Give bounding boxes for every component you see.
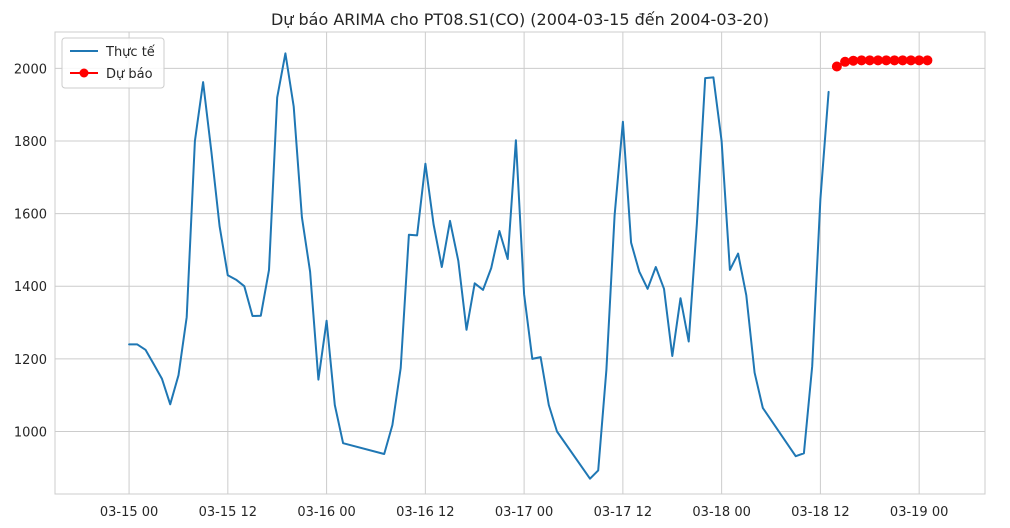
series-forecast-point xyxy=(881,55,892,66)
x-tick-label: 03-17 00 xyxy=(495,505,553,520)
legend-forecast-marker xyxy=(79,68,89,78)
series-forecast-point xyxy=(840,56,851,67)
x-tick-label: 03-18 00 xyxy=(692,505,750,520)
y-tick-label: 1600 xyxy=(14,208,47,223)
y-tick-label: 1000 xyxy=(14,426,47,441)
x-axis: 03-15 00 03-15 12 03-16 00 03-16 12 03-17 00… xyxy=(100,505,949,520)
x-tick-label: 03-19 00 xyxy=(890,505,948,520)
x-tick-label: 03-15 00 xyxy=(100,505,158,520)
plot-area xyxy=(54,31,986,495)
legend-actual-label: Thực tế xyxy=(105,45,155,60)
series-forecast-point xyxy=(873,55,884,66)
x-tick-label: 03-17 12 xyxy=(594,505,652,520)
legend: Thực tế Dự báo xyxy=(61,37,165,89)
y-tick-label: 1400 xyxy=(14,280,47,295)
x-tick-label: 03-16 00 xyxy=(297,505,355,520)
x-tick-label: 03-16 12 xyxy=(396,505,454,520)
x-tick-label: 03-18 12 xyxy=(791,505,849,520)
y-tick-label: 2000 xyxy=(14,62,47,77)
series-forecast-point xyxy=(922,55,933,66)
series-forecast-point xyxy=(856,55,867,66)
series-forecast-point xyxy=(905,55,916,66)
series-forecast-point xyxy=(897,55,908,66)
series-forecast-point xyxy=(848,55,859,66)
series-actual-line xyxy=(128,52,830,480)
chart-title: Dự báo ARIMA cho PT08.S1(CO) (2004-03-15… xyxy=(271,10,769,29)
series-forecast-point xyxy=(914,55,925,66)
series-forecast-point xyxy=(889,55,900,66)
series-layer xyxy=(128,52,933,480)
series-forecast-point xyxy=(864,55,875,66)
x-tick-label: 03-15 12 xyxy=(199,505,257,520)
legend-forecast-label: Dự báo xyxy=(106,67,153,82)
y-axis: 1000 1200 1400 1600 1800 2000 xyxy=(14,62,47,440)
y-tick-label: 1800 xyxy=(14,135,47,150)
y-tick-label: 1200 xyxy=(14,353,47,368)
series-forecast-point xyxy=(831,61,842,72)
